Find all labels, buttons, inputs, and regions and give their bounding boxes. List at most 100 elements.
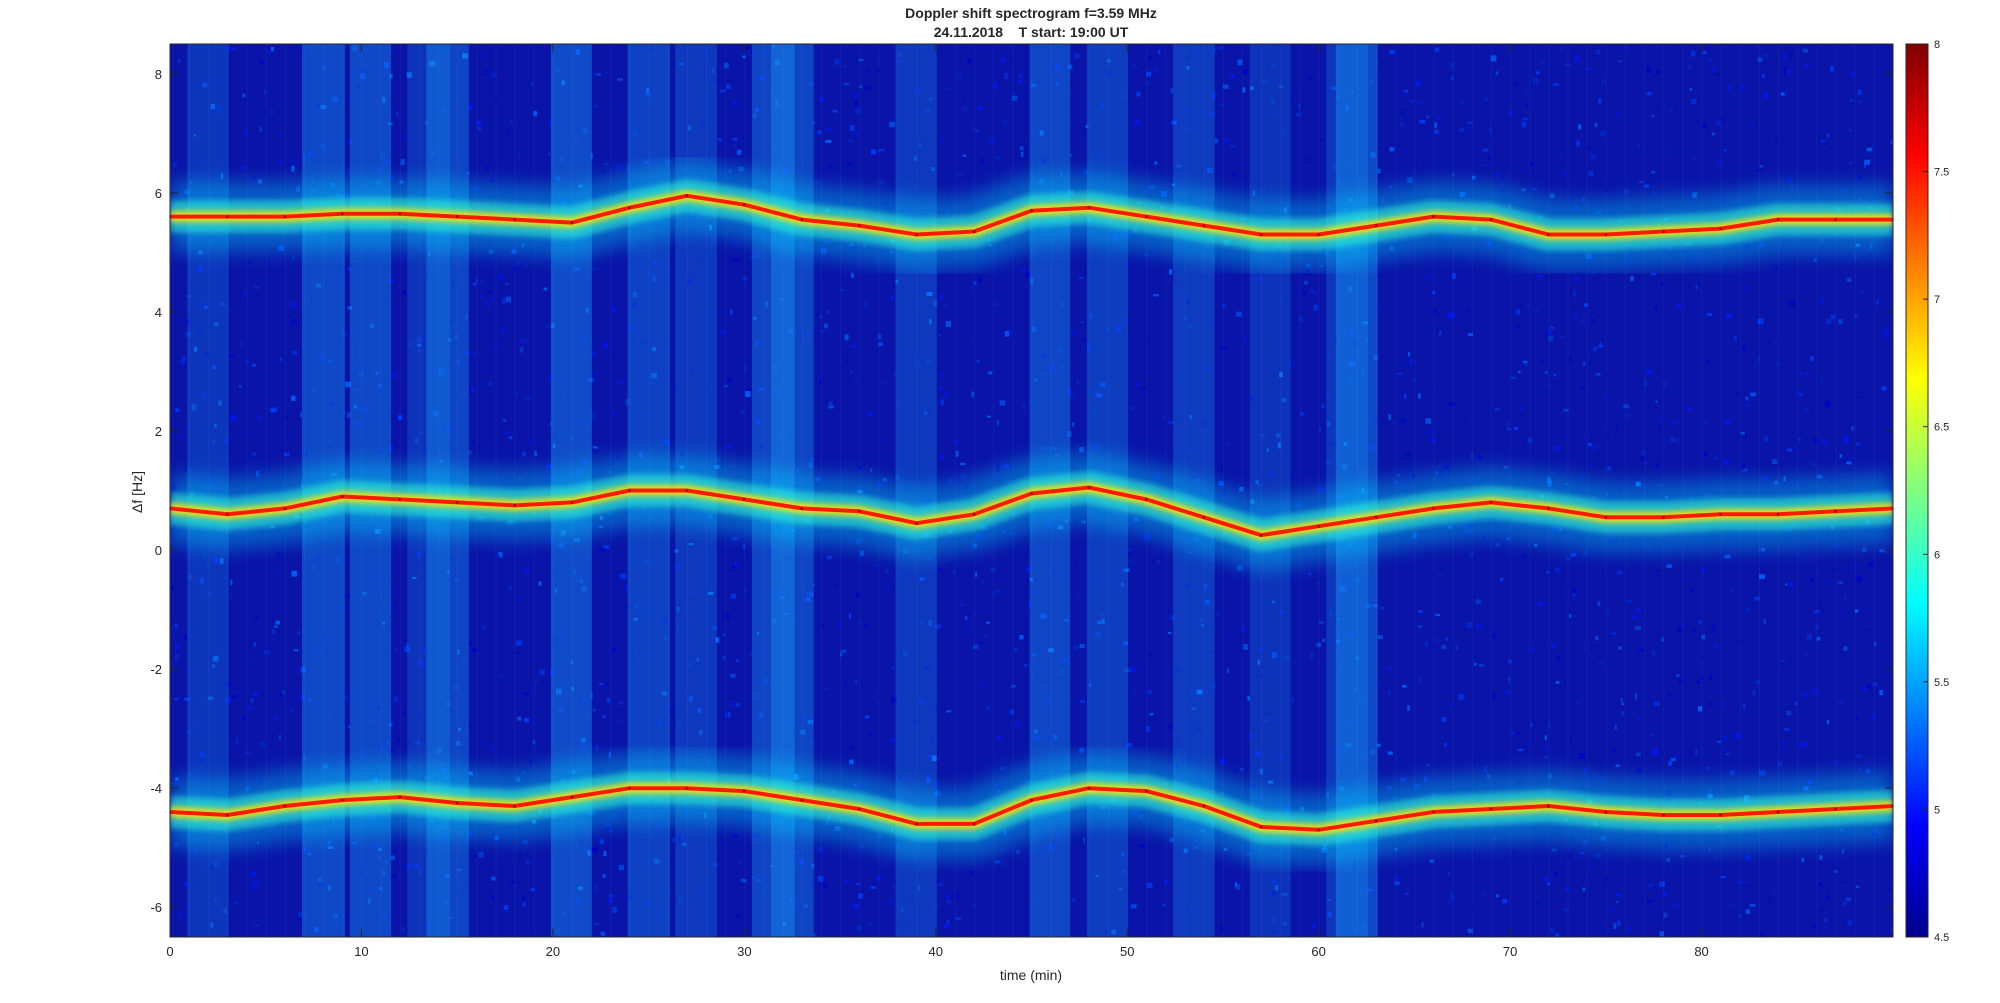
noise-speck	[1035, 547, 1041, 551]
noise-speck	[1713, 457, 1718, 460]
noise-speck	[1262, 719, 1269, 722]
noise-speck	[1529, 722, 1533, 728]
noise-speck	[1388, 666, 1392, 671]
noise-speck	[245, 359, 249, 363]
noise-speck	[494, 100, 498, 105]
noise-speck	[1048, 844, 1053, 850]
noise-speck	[1312, 923, 1317, 930]
noise-speck	[203, 305, 208, 309]
noise-speck	[289, 302, 296, 308]
noise-speck	[627, 894, 633, 900]
noise-speck	[1328, 441, 1334, 445]
noise-speck	[754, 254, 760, 259]
noise-speck	[1854, 315, 1858, 318]
noise-speck	[347, 267, 352, 271]
noise-speck	[1734, 95, 1738, 100]
noise-speck	[242, 93, 246, 98]
noise-speck	[498, 675, 504, 679]
trace-point	[283, 804, 287, 808]
noise-speck	[202, 392, 207, 396]
noise-speck	[472, 282, 476, 286]
noise-speck	[1816, 474, 1823, 479]
noise-speck	[1834, 760, 1839, 765]
noise-speck	[328, 359, 334, 362]
noise-speck	[522, 896, 525, 902]
noise-speck	[857, 465, 863, 471]
noise-speck	[384, 62, 390, 68]
noise-speck	[1259, 768, 1263, 775]
noise-speck	[581, 425, 585, 428]
noise-speck	[859, 550, 864, 557]
noise-speck	[1806, 710, 1811, 713]
noise-speck	[1781, 749, 1787, 753]
noise-speck	[787, 887, 791, 890]
noise-speck	[966, 626, 971, 631]
noise-speck	[1811, 688, 1817, 694]
noise-speck	[559, 708, 564, 713]
noise-speck	[722, 633, 726, 637]
noise-speck	[688, 543, 694, 546]
noise-speck	[287, 429, 290, 436]
noise-speck	[1257, 660, 1260, 665]
noise-speck	[401, 926, 405, 933]
noise-speck	[1646, 66, 1652, 73]
noise-speck	[1597, 601, 1601, 606]
noise-speck	[553, 637, 559, 642]
noise-speck	[1202, 420, 1207, 426]
noise-speck	[1760, 932, 1764, 937]
noise-speck	[1014, 721, 1019, 726]
noise-speck	[1467, 333, 1473, 336]
noise-speck	[394, 696, 398, 702]
noise-speck	[810, 740, 814, 743]
noise-speck	[1439, 331, 1442, 336]
noise-speck	[1071, 331, 1078, 336]
noise-speck	[1559, 568, 1563, 573]
noise-speck	[974, 611, 978, 616]
noise-speck	[1710, 291, 1714, 295]
noise-speck	[928, 268, 932, 274]
noise-speck	[1701, 634, 1706, 640]
noise-speck	[1616, 893, 1622, 896]
noise-speck	[1695, 749, 1698, 755]
noise-speck	[455, 359, 460, 365]
noise-speck	[599, 548, 606, 553]
noise-speck	[779, 596, 785, 599]
noise-speck	[687, 662, 693, 668]
noise-speck	[278, 160, 283, 164]
noise-speck	[859, 85, 863, 89]
noise-speck	[1097, 620, 1102, 624]
noise-speck	[1594, 122, 1598, 128]
noise-speck	[787, 329, 794, 334]
noise-speck	[1448, 892, 1453, 898]
noise-speck	[354, 863, 357, 866]
noise-speck	[1690, 50, 1696, 57]
noise-speck	[988, 371, 993, 375]
noise-speck	[1405, 362, 1408, 365]
noise-speck	[1063, 619, 1069, 622]
noise-speck	[1640, 451, 1646, 456]
noise-speck	[1113, 747, 1117, 751]
noise-speck	[1522, 117, 1528, 121]
noise-speck	[910, 181, 913, 185]
noise-speck	[416, 560, 420, 565]
noise-speck	[549, 260, 555, 264]
noise-speck	[319, 539, 324, 543]
noise-speck	[468, 450, 472, 455]
noise-speck	[1179, 418, 1185, 422]
noise-speck	[1615, 764, 1620, 767]
noise-speck	[454, 578, 459, 583]
noise-speck	[373, 842, 380, 847]
noise-speck	[732, 536, 739, 541]
noise-speck	[1871, 141, 1875, 147]
colorbar-tick-label: 7	[1934, 294, 1940, 306]
noise-speck	[754, 833, 760, 838]
noise-speck	[1249, 86, 1254, 90]
noise-speck	[594, 744, 599, 750]
noise-speck	[290, 159, 294, 164]
noise-speck	[590, 692, 593, 699]
noise-speck	[505, 282, 509, 285]
noise-speck	[1219, 758, 1226, 764]
noise-speck	[1021, 402, 1026, 409]
noise-speck	[322, 634, 325, 641]
noise-speck	[1026, 579, 1030, 583]
